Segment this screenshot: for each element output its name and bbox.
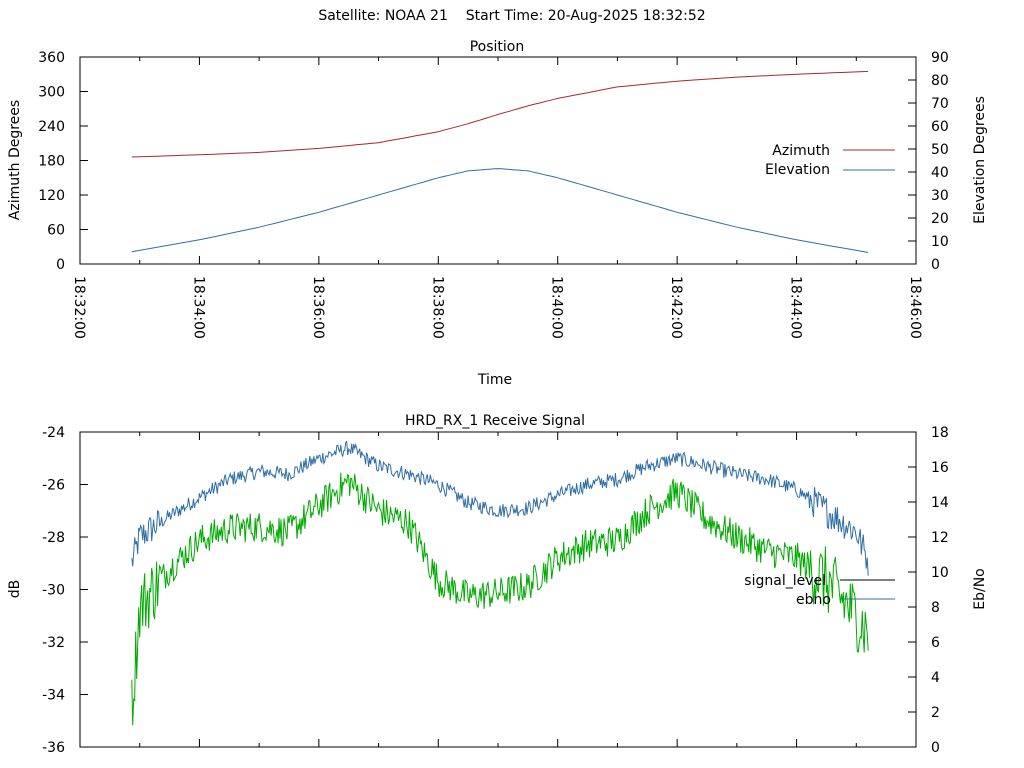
y2-tick-label: 50 [931, 142, 949, 158]
y-tick-label: 240 [38, 119, 65, 135]
y2-tick-label: 12 [931, 530, 949, 546]
y-tick-label: -28 [42, 530, 65, 546]
position-y2-ticks: 0 10 20 30 40 50 60 70 80 90 [908, 50, 949, 273]
y2-tick-label: 10 [931, 234, 949, 250]
y2-tick-label: 16 [931, 460, 949, 476]
legend-label-azimuth: Azimuth [772, 143, 830, 159]
y-tick-label: -36 [42, 740, 65, 756]
signal-series [131, 440, 869, 726]
y2-tick-label: 20 [931, 211, 949, 227]
y2-tick-label: 6 [931, 635, 940, 651]
start-time-label: Start Time: 20-Aug-2025 18:32:52 [465, 8, 706, 24]
y2-tick-label: 30 [931, 188, 949, 204]
signal-chart: HRD_RX_1 Receive Signal dB Eb/No -36-34-… [7, 413, 988, 756]
x-tick-label: 18:36:00 [310, 276, 326, 339]
series-line-signal-level [131, 440, 869, 576]
position-plot-frame [79, 56, 917, 265]
y2-tick-label: 14 [931, 495, 949, 511]
x-tick-label: 18:46:00 [907, 276, 923, 339]
signal-y-axis-label: dB [7, 580, 23, 599]
position-y-axis-label: Azimuth Degrees [7, 100, 23, 220]
position-chart-title: Position [470, 39, 525, 55]
y-tick-label: -30 [42, 583, 65, 599]
y2-tick-label: 4 [931, 670, 940, 686]
y2-tick-label: 8 [931, 600, 940, 616]
legend-label-signal-level: signal_level [744, 573, 826, 589]
x-tick-label: 18:40:00 [549, 276, 565, 339]
signal-chart-title: HRD_RX_1 Receive Signal [405, 413, 585, 429]
chart-header: Satellite: NOAA 21 Start Time: 20-Aug-20… [0, 8, 1024, 24]
y-tick-label: 360 [38, 50, 65, 66]
y-tick-label: -26 [42, 478, 65, 494]
signal-y2-axis-label: Eb/No [972, 568, 988, 610]
position-y-ticks: 0 60 120 180 240 300 360 [38, 50, 88, 273]
position-legend: Azimuth Elevation [765, 143, 895, 178]
legend-label-elevation: Elevation [765, 162, 830, 178]
position-series [131, 70, 869, 253]
y2-tick-label: 18 [931, 425, 949, 441]
legend-label-ebno: ebno [796, 592, 831, 608]
position-x-ticks: 18:32:00 18:34:00 18:36:00 18:38:00 18:40:00… [71, 57, 923, 339]
y-tick-label: 120 [38, 188, 65, 204]
x-tick-label: 18:32:00 [71, 276, 87, 339]
y2-tick-label: 90 [931, 50, 949, 66]
signal-plot-frame [79, 431, 917, 748]
y2-tick-label: 10 [931, 565, 949, 581]
x-tick-label: 18:42:00 [668, 276, 684, 339]
y-tick-label: 0 [56, 257, 65, 273]
y-tick-label: 300 [38, 85, 65, 101]
y-tick-label: -24 [42, 425, 65, 441]
satellite-label: Satellite: NOAA 21 [318, 8, 448, 24]
y2-tick-label: 2 [931, 705, 940, 721]
signal-legend: signal_level ebno [744, 573, 895, 608]
x-tick-label: 18:44:00 [788, 276, 804, 339]
series-line-azimuth [131, 70, 869, 158]
y2-tick-label: 80 [931, 73, 949, 89]
y2-tick-label: 70 [931, 96, 949, 112]
y2-tick-label: 0 [931, 257, 940, 273]
series-line-elevation [131, 168, 869, 253]
signal-y2-ticks: 0 2 4 6 8 10 12 14 16 18 [908, 425, 949, 756]
x-tick-label: 18:38:00 [429, 276, 445, 339]
y-tick-label: 180 [38, 154, 65, 170]
y-tick-label: -32 [42, 635, 65, 651]
signal-y-ticks: -36 -34 -32 -30 -28 -26 -24 [42, 425, 88, 756]
signal-x-ticks [79, 432, 917, 747]
x-tick-label: 18:34:00 [190, 276, 206, 339]
y-tick-label: -34 [42, 688, 65, 704]
position-chart: Position Azimuth Degrees Elevation Degre… [7, 39, 988, 388]
position-x-axis-label: Time [477, 372, 512, 388]
position-y2-axis-label: Elevation Degrees [972, 96, 988, 224]
y2-tick-label: 60 [931, 119, 949, 135]
series-line-ebno [131, 472, 869, 726]
y2-tick-label: 0 [931, 740, 940, 756]
y2-tick-label: 40 [931, 165, 949, 181]
y-tick-label: 60 [47, 223, 65, 239]
